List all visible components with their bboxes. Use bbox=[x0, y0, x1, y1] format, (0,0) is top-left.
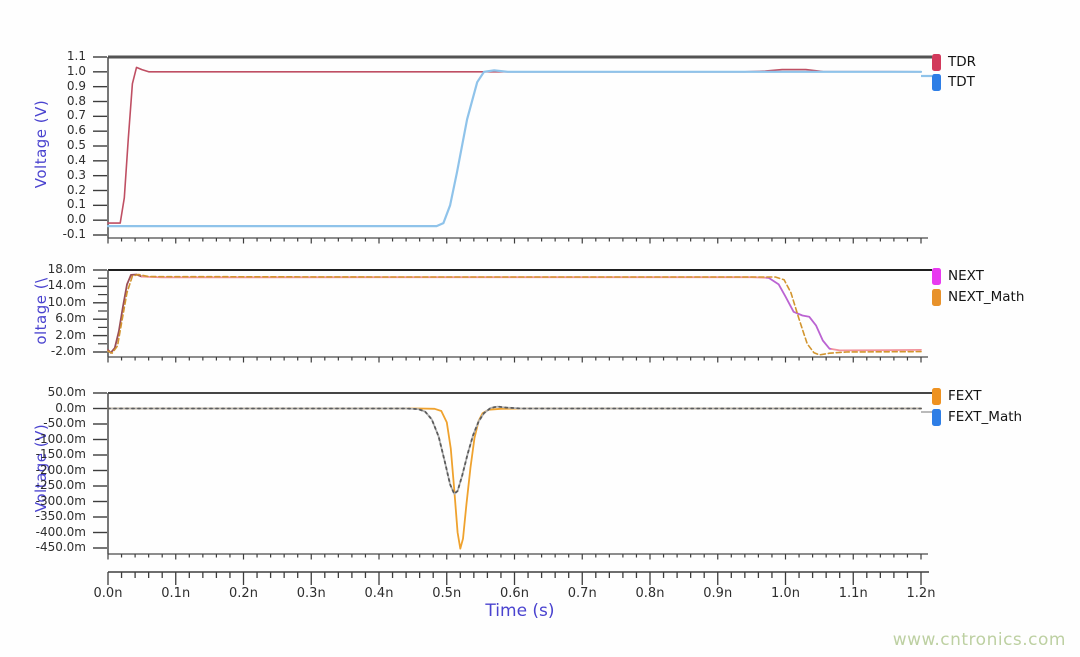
legend-label-tdt: TDT bbox=[948, 74, 975, 90]
x-tick-label: 0.1n bbox=[161, 586, 191, 601]
x-axis-title: Time (s) bbox=[485, 601, 555, 621]
x-tick-label: 0.6n bbox=[500, 586, 529, 601]
legend-label-tdr: TDR bbox=[948, 54, 977, 70]
x-tick-label: 0.8n bbox=[635, 586, 665, 601]
legend-item-fext-math: FEXT_Math bbox=[932, 408, 1022, 426]
fext-math-swatch-icon bbox=[932, 408, 941, 426]
y-tick-label: -200.0m bbox=[35, 462, 86, 477]
x-tick-label: 0.7n bbox=[567, 586, 597, 601]
y-tick-label: 18.0m bbox=[47, 262, 86, 276]
y-tick-label: 0.0 bbox=[66, 212, 86, 227]
y-tick-label: -400.0m bbox=[35, 524, 86, 539]
tdr-swatch-icon bbox=[932, 53, 941, 71]
tdt-curve bbox=[106, 69, 923, 228]
watermark: www.cntronics.com bbox=[892, 630, 1066, 650]
x-tick-label: 0.4n bbox=[364, 586, 394, 601]
y-tick-label: -50.0m bbox=[43, 416, 86, 430]
y-tick-label: 50.0m bbox=[47, 385, 86, 399]
y-tick-label: 0.7 bbox=[66, 108, 86, 123]
y-tick-label: 10.0m bbox=[47, 294, 86, 309]
y-tick-label: -450.0m bbox=[35, 540, 86, 554]
y-tick-label: -150.0m bbox=[35, 447, 86, 461]
y-tick-label: 0.6 bbox=[66, 123, 86, 138]
tdr-curve bbox=[107, 66, 922, 224]
y-tick-label: 0.3 bbox=[66, 167, 86, 182]
legend-label-fext-math: FEXT_Math bbox=[948, 409, 1023, 425]
y-tick-label: 1.1 bbox=[66, 49, 86, 63]
x-tick-label: 1.2n bbox=[906, 586, 936, 601]
next-math-curve bbox=[107, 273, 922, 356]
next-curve bbox=[107, 273, 143, 354]
x-tick-label: 1.1n bbox=[838, 586, 868, 601]
fext-swatch-icon bbox=[932, 387, 941, 405]
y-tick-label: 0.4 bbox=[66, 152, 86, 167]
legend-label-next-math: NEXT_Math bbox=[948, 289, 1025, 305]
y-tick-label: 0.0m bbox=[55, 400, 86, 415]
next-curve bbox=[830, 348, 922, 352]
y-tick-label: 0.1 bbox=[66, 197, 86, 212]
y-tick-label: -100.0m bbox=[35, 431, 86, 446]
next-math-swatch-icon bbox=[932, 288, 941, 306]
next-swatch-icon bbox=[932, 267, 941, 285]
y-tick-label: 0.8 bbox=[66, 93, 86, 108]
y-tick-label: -300.0m bbox=[35, 493, 86, 508]
y-tick-label: 14.0m bbox=[47, 278, 86, 293]
y-tick-label: 2.0m bbox=[55, 327, 86, 342]
legend-item-tdt: TDT bbox=[932, 73, 975, 91]
x-tick-label: 0.2n bbox=[229, 586, 258, 601]
y-tick-label: 0.5 bbox=[66, 138, 86, 152]
x-tick-label: 0.9n bbox=[703, 586, 733, 601]
fext-math-curve-base bbox=[107, 405, 922, 495]
legend-label-fext: FEXT bbox=[948, 388, 982, 404]
next-curve bbox=[765, 276, 833, 350]
fext-math-curve bbox=[107, 405, 922, 495]
y-tick-label: 1.0 bbox=[66, 63, 86, 78]
y-tick-label: 0.2 bbox=[66, 182, 86, 197]
legend-item-next-math: NEXT_Math bbox=[932, 288, 1024, 306]
y-tick-label: 0.9 bbox=[66, 78, 86, 93]
x-tick-label: 0.5n bbox=[432, 586, 462, 601]
tdt-swatch-icon bbox=[932, 73, 941, 91]
legend-item-tdr: TDR bbox=[932, 53, 976, 71]
fext-curve bbox=[107, 407, 922, 550]
y-tick-label: -2.0m bbox=[50, 344, 86, 358]
y-tick-label: -0.1 bbox=[62, 227, 86, 241]
y-tick-label: -350.0m bbox=[35, 509, 86, 523]
y-tick-label: -250.0m bbox=[35, 478, 86, 492]
legend-item-next: NEXT bbox=[932, 267, 984, 285]
legend-label-next: NEXT bbox=[948, 268, 984, 284]
legend-item-fext: FEXT bbox=[932, 387, 982, 405]
x-tick-label: 1.0n bbox=[771, 586, 800, 601]
x-tick-label: 0.3n bbox=[296, 586, 326, 601]
y-tick-label: 6.0m bbox=[55, 311, 86, 326]
x-tick-label: 0.0n bbox=[93, 586, 123, 601]
